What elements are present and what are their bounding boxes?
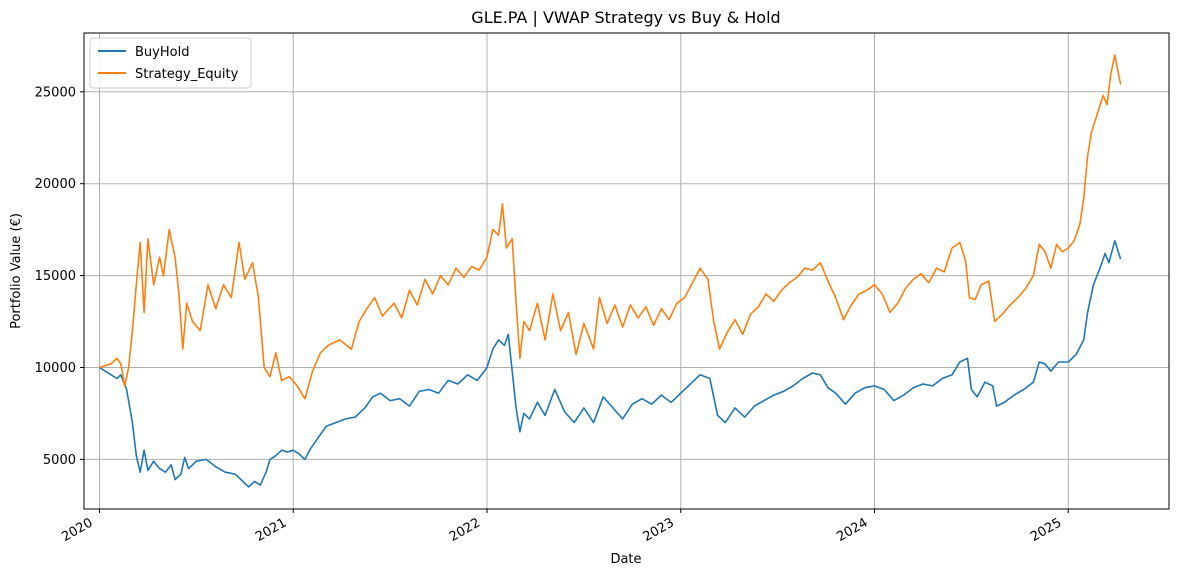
legend: BuyHold Strategy_Equity [89, 37, 252, 89]
y-axis-ticks: 5000 10000 15000 20000 25000 [35, 85, 84, 468]
grid [84, 33, 1169, 509]
x-tick-label: 2023 [641, 515, 677, 545]
x-axis-ticks: 2020 2021 2022 2023 2024 2025 [59, 509, 1069, 545]
plot-frame [83, 32, 1170, 510]
series-line-buyhold [99, 239, 1122, 488]
plot-lines [99, 54, 1122, 488]
x-tick-label: 2022 [447, 515, 483, 545]
y-tick-label: 15000 [35, 269, 76, 284]
x-tick-label: 2020 [59, 515, 95, 545]
legend-label-buyhold: BuyHold [135, 45, 189, 60]
x-tick-label: 2021 [253, 515, 289, 545]
legend-label-strategy-equity: Strategy_Equity [135, 67, 239, 82]
series-line-strategy-equity [99, 54, 1122, 400]
x-tick-label: 2024 [834, 515, 870, 545]
x-tick-label: 2025 [1028, 515, 1064, 545]
y-tick-label: 10000 [35, 361, 76, 376]
y-tick-label: 20000 [35, 177, 76, 192]
x-axis-label: Date [610, 552, 641, 567]
y-axis-label: Portfolio Value (€) [9, 213, 24, 329]
y-tick-label: 25000 [35, 85, 76, 100]
y-tick-label: 5000 [43, 453, 76, 468]
chart-title: GLE.PA | VWAP Strategy vs Buy & Hold [471, 8, 780, 27]
legend-box [89, 37, 252, 89]
